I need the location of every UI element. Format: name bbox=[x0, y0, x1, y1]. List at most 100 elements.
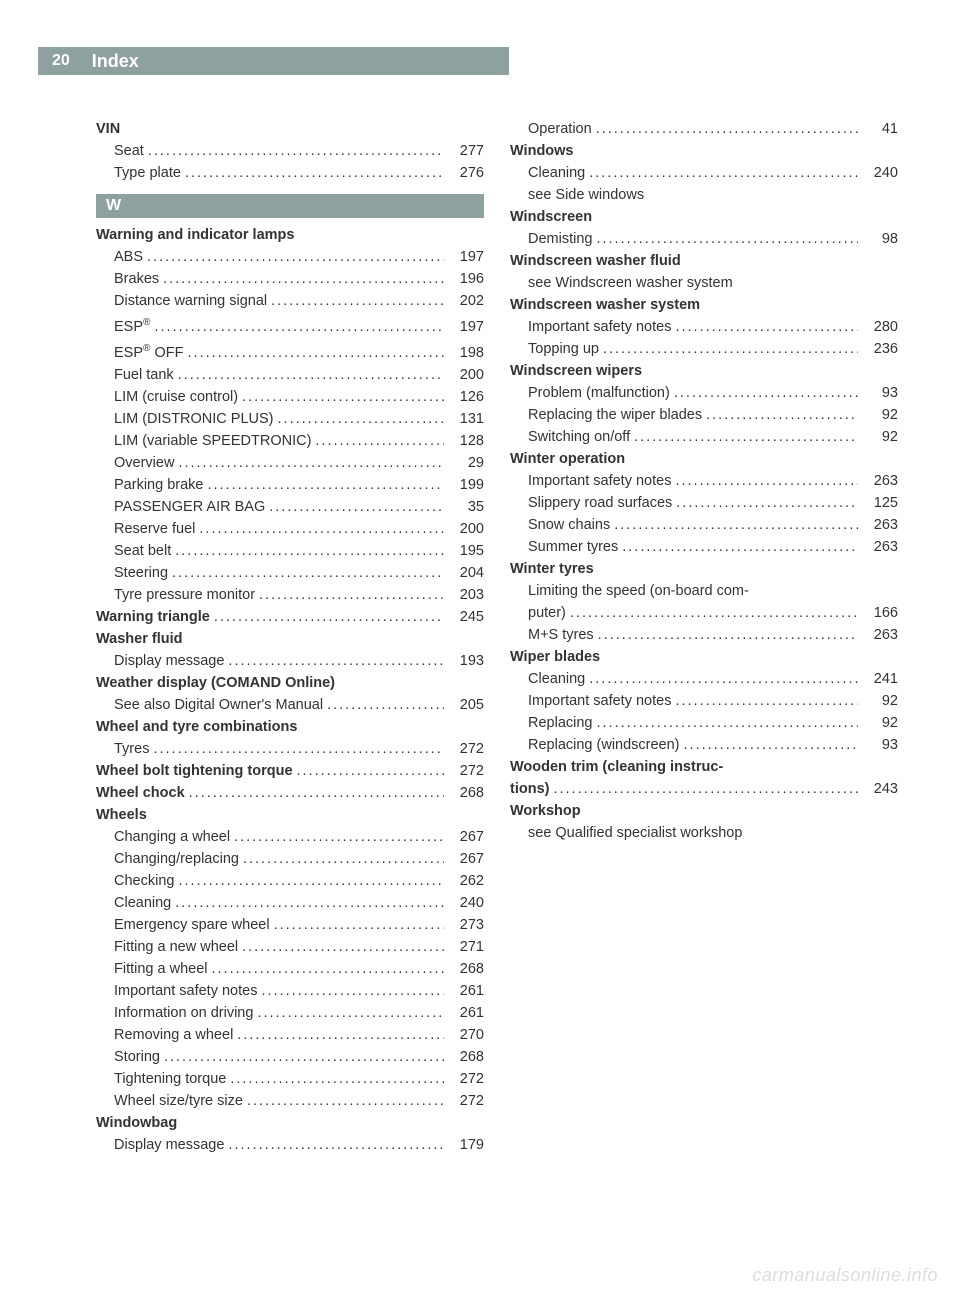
entry-wiper-problem: Problem (malfunction)93 bbox=[510, 382, 898, 404]
entry-operation: Operation41 bbox=[510, 118, 898, 140]
page-ref: 273 bbox=[448, 914, 484, 936]
label: Cleaning bbox=[528, 668, 585, 690]
label: Overview bbox=[114, 452, 174, 474]
leader-dots bbox=[278, 408, 444, 430]
leader-dots bbox=[234, 826, 444, 848]
label: Removing a wheel bbox=[114, 1024, 233, 1046]
entry-esp: ESP®197 bbox=[96, 312, 484, 338]
entry-replacing-wiper-blades: Replacing the wiper blades92 bbox=[510, 404, 898, 426]
label: Tyre pressure monitor bbox=[114, 584, 255, 606]
label: Snow chains bbox=[528, 514, 610, 536]
label: Parking brake bbox=[114, 474, 203, 496]
leader-dots bbox=[674, 382, 858, 404]
entry-see-qualified-workshop: see Qualified specialist workshop bbox=[510, 822, 898, 844]
heading-windscreen-washer-fluid: Windscreen washer fluid bbox=[510, 250, 898, 272]
entry-wiper-blades-replacing-windscreen: Replacing (windscreen)93 bbox=[510, 734, 898, 756]
page-ref: 199 bbox=[448, 474, 484, 496]
entry-checking: Checking262 bbox=[96, 870, 484, 892]
leader-dots bbox=[597, 712, 859, 734]
page-ref: 98 bbox=[862, 228, 898, 250]
label: Fitting a wheel bbox=[114, 958, 208, 980]
page-ref: 236 bbox=[862, 338, 898, 360]
leader-dots bbox=[596, 228, 858, 250]
entry-washer-safety-notes: Important safety notes 280 bbox=[510, 316, 898, 338]
leader-dots bbox=[212, 958, 445, 980]
label: Changing a wheel bbox=[114, 826, 230, 848]
leader-dots bbox=[570, 602, 858, 624]
label: M+S tyres bbox=[528, 624, 594, 646]
entry-wiper-blades-cleaning: Cleaning241 bbox=[510, 668, 898, 690]
label: Topping up bbox=[528, 338, 599, 360]
entry-tyre-pressure: Tyre pressure monitor203 bbox=[96, 584, 484, 606]
page-ref: 93 bbox=[862, 734, 898, 756]
entry-switching-onoff: Switching on/off 92 bbox=[510, 426, 898, 448]
leader-dots bbox=[178, 452, 444, 474]
leader-dots bbox=[214, 606, 444, 628]
page-number: 20 bbox=[38, 47, 78, 75]
section-letter-w: W bbox=[96, 194, 484, 218]
page-ref: 197 bbox=[448, 316, 484, 338]
label: Information on driving bbox=[114, 1002, 253, 1024]
entry-ms-tyres: M+S tyres263 bbox=[510, 624, 898, 646]
page-ref: 272 bbox=[448, 1068, 484, 1090]
label: Switching on/off bbox=[528, 426, 630, 448]
label: Slippery road surfaces bbox=[528, 492, 672, 514]
leader-dots bbox=[675, 470, 858, 492]
leader-dots bbox=[596, 118, 858, 140]
label: LIM (cruise control) bbox=[114, 386, 238, 408]
leader-dots bbox=[271, 290, 444, 312]
heading-windscreen: Windscreen bbox=[510, 206, 898, 228]
leader-dots bbox=[172, 562, 444, 584]
page-ref: 276 bbox=[448, 162, 484, 184]
entry-wiper-blades-safety: Important safety notes92 bbox=[510, 690, 898, 712]
leader-dots bbox=[261, 980, 444, 1002]
label: Important safety notes bbox=[114, 980, 257, 1002]
leader-dots bbox=[257, 1002, 444, 1024]
page-ref: 267 bbox=[448, 826, 484, 848]
leader-dots bbox=[185, 162, 444, 184]
entry-topping-up: Topping up 236 bbox=[510, 338, 898, 360]
page-ref: 200 bbox=[448, 364, 484, 386]
leader-dots bbox=[147, 246, 444, 268]
entry-windowbag-display-message: Display message179 bbox=[96, 1134, 484, 1156]
entry-see-digital-manual: See also Digital Owner's Manual205 bbox=[96, 694, 484, 716]
entry-lim-distronic: LIM (DISTRONIC PLUS)131 bbox=[96, 408, 484, 430]
leader-dots bbox=[237, 1024, 444, 1046]
leader-dots bbox=[274, 914, 444, 936]
leader-dots bbox=[675, 316, 858, 338]
entry-changing-wheel: Changing a wheel 267 bbox=[96, 826, 484, 848]
label: Distance warning signal bbox=[114, 290, 267, 312]
entry-washer-display-message: Display message193 bbox=[96, 650, 484, 672]
label: Tyres bbox=[114, 738, 149, 760]
leader-dots bbox=[178, 870, 444, 892]
heading-washer-fluid: Washer fluid bbox=[96, 628, 484, 650]
leader-dots bbox=[189, 782, 444, 804]
leader-dots bbox=[598, 624, 858, 646]
leader-dots bbox=[589, 668, 858, 690]
page-ref: 125 bbox=[862, 492, 898, 514]
page-ref: 92 bbox=[862, 426, 898, 448]
heading-weather-display: Weather display (COMAND Online) bbox=[96, 672, 484, 694]
leader-dots bbox=[675, 690, 858, 712]
label: LIM (variable SPEEDTRONIC) bbox=[114, 430, 311, 452]
page-ref: 197 bbox=[448, 246, 484, 268]
label: Wheel size/tyre size bbox=[114, 1090, 243, 1112]
page-ref: 93 bbox=[862, 382, 898, 404]
entry-overview: Overview29 bbox=[96, 452, 484, 474]
entry-reserve-fuel: Reserve fuel200 bbox=[96, 518, 484, 540]
page-ref: 280 bbox=[862, 316, 898, 338]
page-ref: 261 bbox=[448, 980, 484, 1002]
page-ref: 240 bbox=[448, 892, 484, 914]
index-columns: VIN Seat277 Type plate276 W Warning and … bbox=[96, 118, 900, 1156]
leader-dots bbox=[163, 268, 444, 290]
leader-dots bbox=[207, 474, 444, 496]
page-header: 20 Index bbox=[38, 47, 509, 75]
label: PASSENGER AIR BAG bbox=[114, 496, 265, 518]
label: Summer tyres bbox=[528, 536, 618, 558]
leader-dots bbox=[188, 342, 444, 364]
entry-wooden-trim-line1: Wooden trim (cleaning instruc- bbox=[510, 756, 898, 778]
label: Important safety notes bbox=[528, 316, 671, 338]
label: Storing bbox=[114, 1046, 160, 1068]
right-column: Operation41 Windows Cleaning240 see Side… bbox=[510, 118, 898, 1156]
label: ABS bbox=[114, 246, 143, 268]
